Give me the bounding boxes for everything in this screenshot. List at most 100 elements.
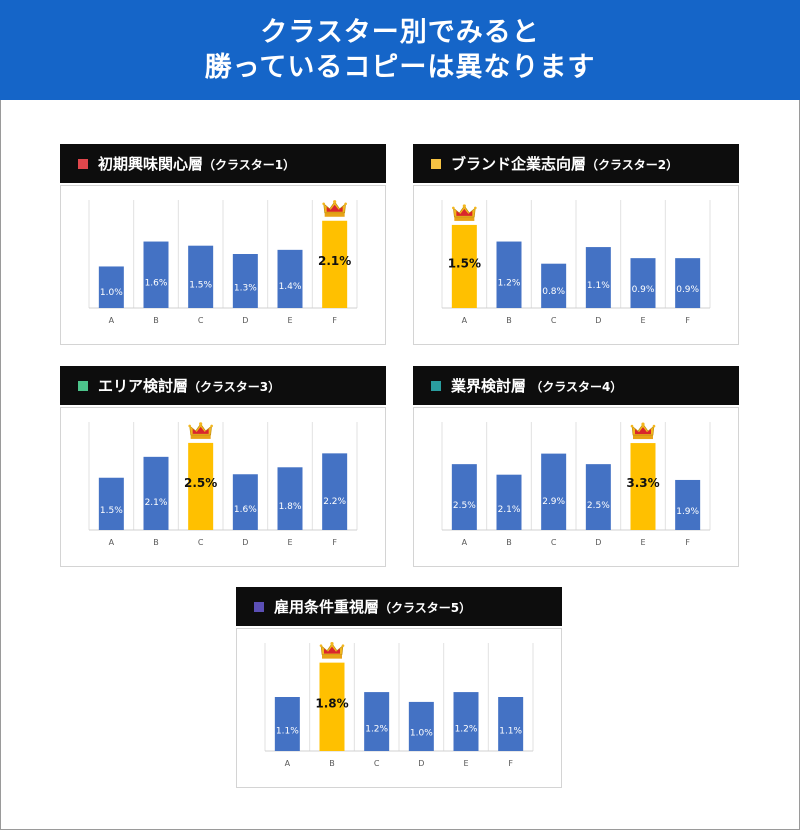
chart-area: 1.5% A 1.2% B 0.8% C 1.1% D 0.9% E 0.9% F xyxy=(413,185,739,345)
x-tick-label: B xyxy=(153,538,159,547)
x-tick-label: E xyxy=(287,316,292,325)
data-label: 1.2% xyxy=(455,725,478,735)
data-label: 1.1% xyxy=(587,281,610,291)
crown-cushion xyxy=(192,426,209,434)
bar xyxy=(277,467,303,530)
x-tick-label: A xyxy=(462,538,468,547)
bar xyxy=(496,241,522,308)
crown-jewel xyxy=(319,644,323,647)
data-label: 2.2% xyxy=(323,497,346,507)
cluster-number: （クラスター2） xyxy=(586,158,679,172)
crown-jewel xyxy=(330,642,334,646)
bar xyxy=(585,247,611,308)
banner-title-line-1: クラスター別でみると xyxy=(260,17,540,48)
chart-area: 2.5% A 2.1% B 2.9% C 2.5% D 3.3% E 1.9% F xyxy=(413,407,739,567)
x-tick-label: F xyxy=(332,538,337,547)
x-tick-label: B xyxy=(506,538,512,547)
bar xyxy=(188,245,214,308)
panel-title: エリア検討層（クラスター3） xyxy=(98,375,280,396)
crown-cushion xyxy=(326,204,343,212)
x-tick-label: E xyxy=(640,538,645,547)
cluster-marker-square xyxy=(431,380,441,391)
x-tick-label: A xyxy=(462,316,468,325)
crown-cushion xyxy=(324,646,340,654)
data-label: 1.8% xyxy=(279,502,302,512)
x-tick-label: C xyxy=(551,316,557,325)
bar xyxy=(541,453,567,530)
panel-title: 初期興味関心層（クラスター1） xyxy=(98,153,295,174)
data-label: 1.0% xyxy=(100,288,123,298)
data-label: 1.5% xyxy=(100,506,123,516)
x-tick-label: F xyxy=(685,538,690,547)
crown-band xyxy=(190,434,211,439)
cluster-marker-square xyxy=(78,158,88,169)
crown-jewel xyxy=(462,204,466,208)
x-tick-label: E xyxy=(287,538,292,547)
x-tick-label: B xyxy=(506,316,512,325)
bar xyxy=(232,474,258,530)
data-label: 1.5% xyxy=(448,256,481,270)
bar xyxy=(630,258,656,308)
crown-icon xyxy=(452,204,477,221)
x-tick-label: E xyxy=(463,759,468,768)
winning-bar xyxy=(319,662,345,751)
data-label: 2.1% xyxy=(498,505,521,515)
data-label: 1.2% xyxy=(498,279,521,289)
panel-header: ブランド企業志向層（クラスター2） xyxy=(413,144,739,183)
chart-area: 1.1% A 1.8% B 1.2% C 1.0% D 1.2% E 1.1% F xyxy=(236,628,562,788)
cluster-name: ブランド企業志向層 xyxy=(451,155,587,173)
bar xyxy=(277,249,303,308)
data-label: 2.1% xyxy=(145,498,168,508)
x-tick-label: C xyxy=(551,538,557,547)
panel-title: 雇用条件重視層（クラスター5） xyxy=(274,596,471,617)
bar-chart: 1.1% A 1.8% B 1.2% C 1.0% D 1.2% E 1.1% F xyxy=(264,642,534,768)
data-label: 1.9% xyxy=(676,507,699,517)
crown-cushion xyxy=(635,427,651,435)
cluster-marker-square xyxy=(78,380,88,391)
panel-header: 雇用条件重視層（クラスター5） xyxy=(236,587,562,626)
cluster-number: （クラスター4） xyxy=(526,380,623,394)
x-tick-label: B xyxy=(153,316,159,325)
bar xyxy=(585,464,611,530)
winning-bar xyxy=(451,224,477,308)
crown-band xyxy=(633,435,653,440)
data-label: 1.5% xyxy=(189,280,212,290)
bar xyxy=(364,692,390,751)
data-label: 2.5% xyxy=(587,501,610,511)
cluster-name: 業界検討層 xyxy=(451,377,527,395)
winning-bar xyxy=(188,442,214,530)
crown-jewel xyxy=(199,422,203,426)
panel-header: 業界検討層 （クラスター4） xyxy=(413,366,739,405)
data-label: 2.9% xyxy=(542,497,565,507)
x-tick-label: D xyxy=(418,759,424,768)
cluster-panel-1: 初期興味関心層（クラスター1） 1.0% A 1.6% B 1.5% C 1.3% D 1.4%… xyxy=(60,144,386,345)
bar xyxy=(143,241,169,308)
cluster-number: （クラスター5） xyxy=(379,601,472,615)
bar-chart: 1.5% A 2.1% B 2.5% C 1.6% D 1.8% E 2.2% F xyxy=(88,422,358,547)
crown-jewel xyxy=(210,424,213,428)
x-tick-label: C xyxy=(198,316,204,325)
crown-icon xyxy=(319,642,345,659)
winning-bar xyxy=(630,443,656,530)
data-label: 0.8% xyxy=(542,287,565,297)
data-label: 1.6% xyxy=(234,505,257,515)
bar xyxy=(675,479,701,530)
bar xyxy=(453,692,479,751)
crown-jewel xyxy=(641,422,645,426)
crown-jewel xyxy=(652,424,656,428)
panel-title: ブランド企業志向層（クラスター2） xyxy=(451,153,678,174)
crown-jewel xyxy=(188,424,191,428)
cluster-number: （クラスター1） xyxy=(203,158,296,172)
x-tick-label: A xyxy=(109,316,115,325)
bar xyxy=(274,697,300,751)
bar-chart: 2.5% A 2.1% B 2.9% C 2.5% D 3.3% E 1.9% F xyxy=(441,422,711,547)
chart-area: 1.0% A 1.6% B 1.5% C 1.3% D 1.4% E 2.1% F xyxy=(60,185,386,345)
winning-bar xyxy=(322,220,348,308)
data-label: 1.6% xyxy=(145,279,168,289)
cluster-panel-4: 業界検討層 （クラスター4） 2.5% A 2.1% B 2.9% C 2.5% D 3.3% E… xyxy=(413,366,739,567)
panel-header: エリア検討層（クラスター3） xyxy=(60,366,386,405)
crown-cushion xyxy=(456,208,473,216)
cluster-marker-square xyxy=(254,601,264,612)
bar xyxy=(232,254,258,308)
crown-jewel xyxy=(474,206,477,210)
